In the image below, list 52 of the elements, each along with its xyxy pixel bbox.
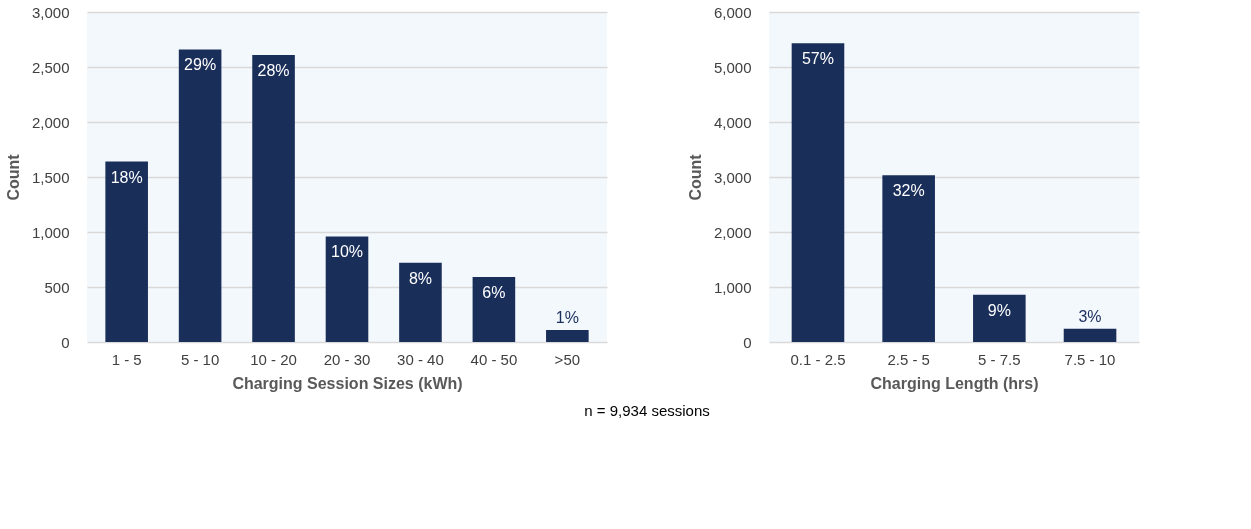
x-tick-label: 20 - 30 xyxy=(323,350,371,368)
y-tick-label: 2,000 xyxy=(31,113,70,131)
bar xyxy=(882,175,935,342)
bar xyxy=(325,236,369,342)
y-tick-label: 4,000 xyxy=(713,113,752,131)
x-tick-label: >50 xyxy=(554,350,581,368)
annotation: 1% xyxy=(555,308,579,326)
bar xyxy=(973,294,1026,342)
x-tick-label: 5 - 10 xyxy=(180,350,220,368)
x-tick-label: 5 - 7.5 xyxy=(978,350,1021,368)
x-tick-label: 2.5 - 5 xyxy=(887,350,930,368)
bar xyxy=(1063,328,1117,342)
x-axis-title: Charging Session Sizes (kWh) xyxy=(232,374,463,392)
y-tick-label: 5,000 xyxy=(713,58,752,76)
x-tick-label: 30 - 40 xyxy=(397,350,444,368)
annotation: 8% xyxy=(408,269,433,287)
y-tick-label: 3,000 xyxy=(713,168,752,186)
y-tick-label: 1,500 xyxy=(31,168,70,186)
annotation: 9% xyxy=(987,301,1011,319)
bar xyxy=(546,329,589,342)
bar xyxy=(399,262,442,342)
annotation: 29% xyxy=(184,56,217,74)
y-tick-label: 2,500 xyxy=(31,58,70,76)
y-tick-label: 1,000 xyxy=(713,278,752,296)
y-tick-label: 0 xyxy=(61,333,70,351)
y-tick-label: 1,000 xyxy=(31,223,70,241)
y-axis-title: Count xyxy=(4,153,22,201)
x-tick-label: 0.1 - 2.5 xyxy=(790,350,846,368)
annotation: 32% xyxy=(892,182,925,200)
bar xyxy=(252,54,295,342)
bar xyxy=(472,277,516,342)
annotation: 10% xyxy=(330,243,364,261)
text: n = 9,934 sessions xyxy=(584,402,710,419)
x-axis-title: Charging Length (hrs) xyxy=(870,374,1039,392)
annotation: 18% xyxy=(110,168,143,186)
y-tick-label: 0 xyxy=(743,333,752,351)
y-tick-label: 2,000 xyxy=(713,223,752,241)
annotation: 3% xyxy=(1078,307,1102,325)
bar xyxy=(178,49,222,342)
annotation: 6% xyxy=(482,284,506,302)
y-tick-label: 6,000 xyxy=(713,3,752,21)
x-tick-label: 7.5 - 10 xyxy=(1064,350,1116,368)
y-tick-label: 500 xyxy=(44,278,70,296)
y-tick-label: 3,000 xyxy=(31,3,70,21)
x-tick-label: 40 - 50 xyxy=(470,350,518,368)
annotation: 57% xyxy=(801,50,834,68)
annotation: 28% xyxy=(257,61,290,79)
bar xyxy=(791,43,845,342)
y-axis-title: Count xyxy=(686,153,704,201)
bar xyxy=(105,161,148,342)
x-tick-label: 10 - 20 xyxy=(250,350,297,368)
x-tick-label: 1 - 5 xyxy=(111,350,142,368)
